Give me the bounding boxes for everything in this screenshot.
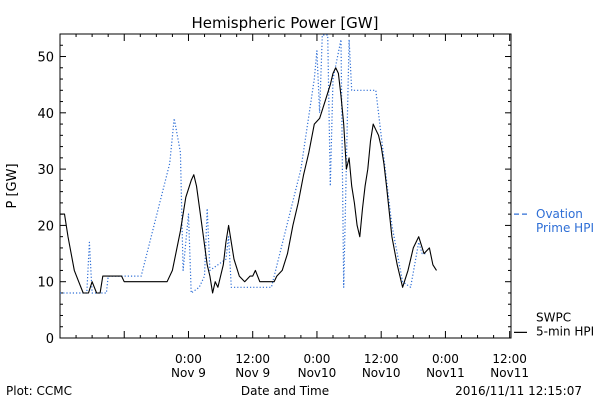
y-axis-label: P [GW]	[5, 163, 20, 208]
y-tick-label: 30	[37, 163, 54, 178]
x-tick-label-date: Nov11	[426, 366, 465, 380]
series-line-ovation-prime	[60, 34, 426, 294]
x-tick-label-time: 12:00	[235, 352, 270, 366]
x-tick-label-time: 0:00	[432, 352, 459, 366]
series-layer	[60, 34, 437, 294]
x-tick-label-time: 0:00	[175, 352, 202, 366]
x-tick-label-date: Nov11	[490, 366, 529, 380]
x-tick-label-date: Nov10	[362, 366, 401, 380]
plot-timestamp: 2016/11/11 12:15:07	[455, 384, 582, 398]
x-tick-label-time: 0:00	[303, 352, 330, 366]
y-tick-label: 10	[37, 276, 54, 291]
x-tick-label-date: Nov10	[298, 366, 337, 380]
y-axis-ticks: 0 10 20 30 40 50	[37, 33, 511, 347]
legend-label-swpc: SWPC	[536, 310, 571, 324]
x-tick-label-date: Nov 9	[235, 366, 270, 380]
series-line-swpc	[60, 67, 437, 294]
y-tick-label: 40	[37, 107, 54, 122]
y-tick-label: 20	[37, 219, 54, 234]
legend-label-ovation: Prime HPI	[536, 221, 594, 235]
x-axis-label: Date and Time	[241, 384, 329, 398]
plot-credit: Plot: CCMC	[6, 384, 72, 398]
legend-label-ovation: Ovation	[536, 207, 583, 221]
legend-label-swpc: 5-min HPI	[536, 324, 594, 338]
chart-title: Hemispheric Power [GW]	[192, 14, 379, 32]
x-tick-label-time: 12:00	[364, 352, 399, 366]
y-tick-label: 50	[37, 51, 54, 66]
y-tick-label: 0	[46, 332, 54, 347]
plot-frame	[59, 33, 512, 339]
x-tick-label-date: Nov 9	[171, 366, 206, 380]
x-tick-label-time: 12:00	[492, 352, 527, 366]
